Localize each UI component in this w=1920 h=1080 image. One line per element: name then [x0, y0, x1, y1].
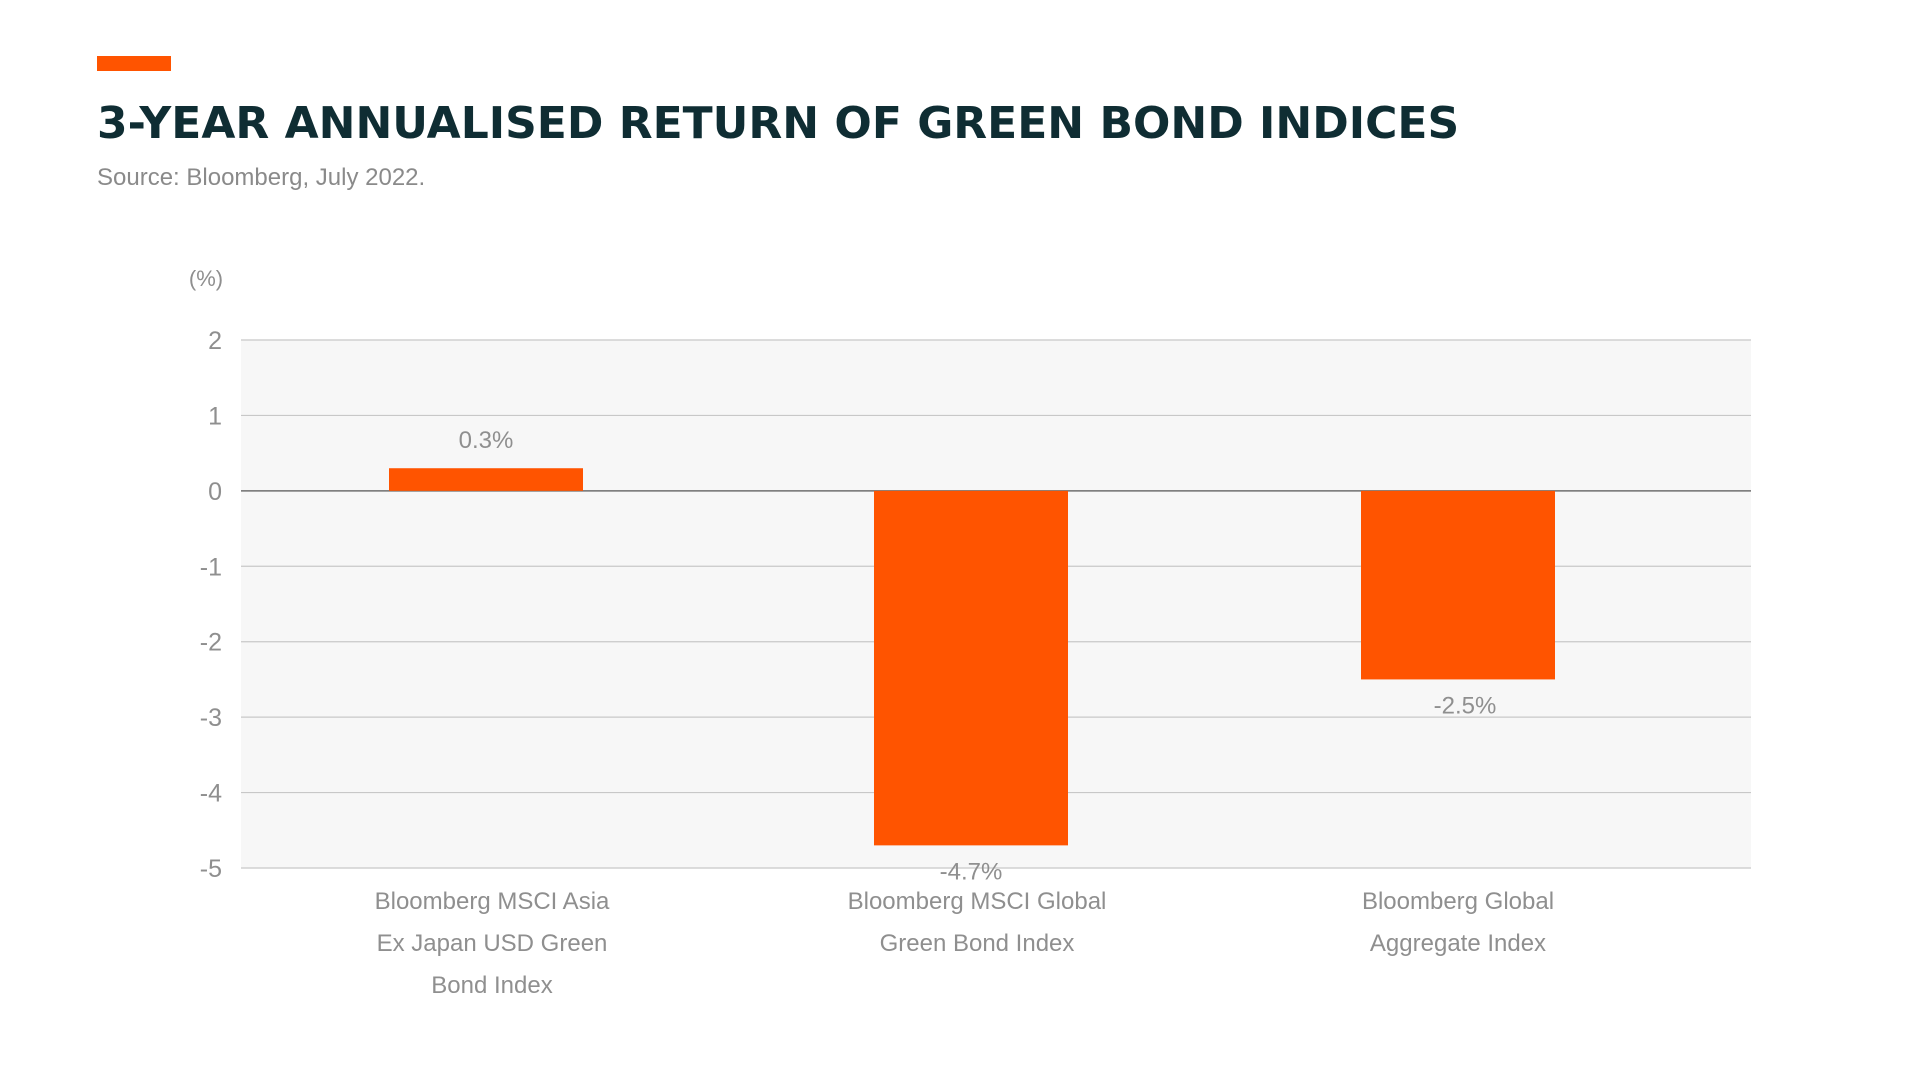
y-tick-label: 1 — [208, 402, 222, 430]
data-label: -2.5% — [1434, 692, 1497, 719]
y-tick-label: -5 — [200, 855, 222, 883]
data-label: 0.3% — [459, 427, 514, 454]
bar — [389, 468, 583, 491]
data-label: -4.7% — [940, 858, 1003, 885]
bar — [1361, 490, 1555, 680]
bar — [874, 490, 1068, 846]
x-category-label: Green Bond Index — [880, 930, 1075, 957]
x-category-label: Ex Japan USD Green — [377, 930, 608, 957]
x-category-label: Bloomberg MSCI Global — [848, 888, 1107, 915]
y-axis-unit-label: (%) — [189, 266, 223, 291]
x-category-label: Bloomberg Global — [1362, 888, 1554, 915]
y-tick-label: -2 — [200, 629, 222, 657]
chart-source: Source: Bloomberg, July 2022. — [97, 164, 426, 191]
y-tick-label: 0 — [208, 478, 222, 506]
x-category-label: Bloomberg MSCI Asia — [375, 888, 610, 915]
y-tick-label: 2 — [208, 327, 222, 355]
chart-title: 3-YEAR ANNUALISED RETURN OF GREEN BOND I… — [97, 98, 1460, 149]
y-tick-label: -4 — [200, 780, 222, 808]
x-category-label: Aggregate Index — [1370, 930, 1546, 957]
accent-bar — [97, 56, 171, 71]
y-tick-label: -1 — [200, 553, 222, 581]
x-category-label: Bond Index — [431, 972, 552, 999]
y-tick-label: -3 — [200, 704, 222, 732]
